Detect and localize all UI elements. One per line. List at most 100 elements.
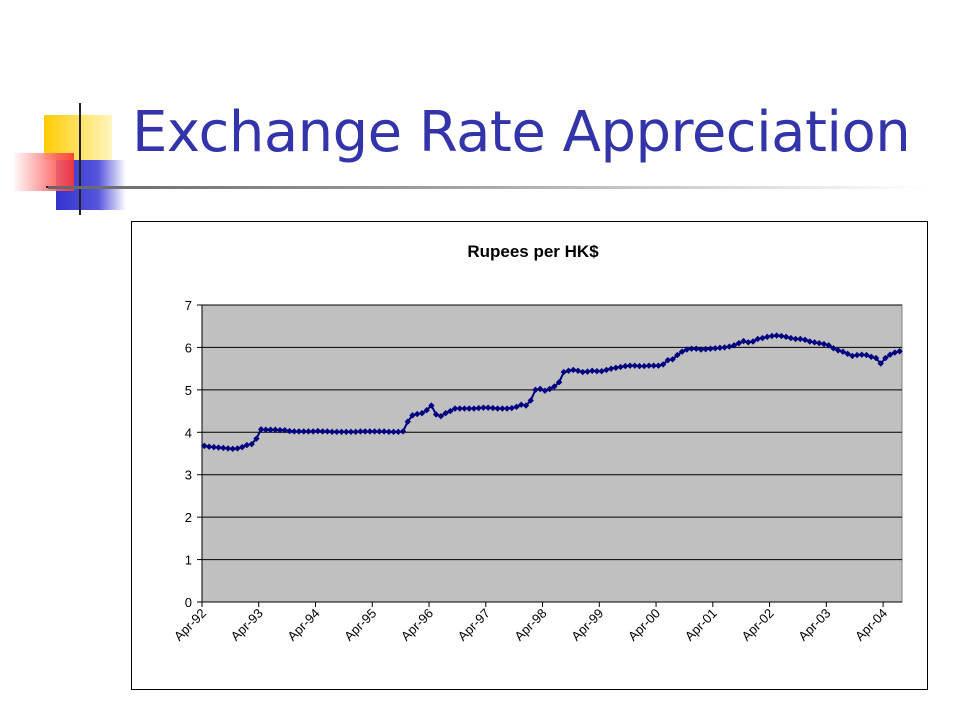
data-point — [291, 428, 298, 435]
data-point — [617, 363, 624, 371]
data-point — [839, 348, 847, 355]
data-point — [820, 340, 828, 348]
data-point — [863, 351, 870, 359]
data-point — [281, 426, 288, 434]
data-point — [328, 428, 336, 436]
data-point — [669, 356, 676, 363]
data-point — [371, 428, 378, 435]
data-point — [693, 345, 700, 352]
data-point — [484, 404, 492, 411]
data-point — [451, 405, 459, 412]
y-tick-label: 1 — [185, 553, 192, 568]
plot-area — [201, 304, 903, 603]
data-point — [470, 405, 478, 412]
data-point — [347, 428, 355, 436]
data-point — [286, 427, 293, 435]
data-point — [759, 334, 766, 342]
data-point — [626, 362, 634, 369]
data-point — [376, 428, 383, 435]
data-point — [333, 428, 340, 436]
data-point — [541, 387, 549, 394]
data-point — [716, 344, 724, 352]
data-point — [253, 435, 260, 442]
data-point — [503, 405, 511, 412]
data-point — [589, 367, 596, 374]
data-point — [461, 405, 468, 412]
data-point — [442, 409, 449, 417]
data-point — [229, 445, 236, 453]
data-point — [428, 402, 435, 409]
data-point — [749, 338, 757, 345]
data-point — [787, 334, 795, 342]
data-point — [641, 362, 648, 370]
data-point — [877, 360, 884, 367]
data-point — [603, 366, 610, 374]
data-point — [726, 343, 733, 350]
data-point — [262, 426, 270, 433]
data-point — [636, 362, 643, 370]
data-point — [257, 426, 265, 433]
data-point — [295, 428, 303, 435]
data-point — [380, 428, 388, 435]
data-point — [792, 335, 799, 343]
data-point — [655, 362, 662, 369]
title-underline — [48, 186, 928, 189]
data-point — [816, 339, 823, 347]
data-point — [555, 379, 563, 386]
data-point — [248, 440, 255, 448]
y-axis: 0 1 2 3 4 5 6 7 — [185, 298, 203, 610]
data-point — [844, 350, 851, 357]
data-point — [740, 337, 747, 345]
data-point — [499, 405, 506, 412]
data-point — [205, 443, 213, 450]
data-point — [352, 428, 359, 436]
data-point — [546, 385, 553, 393]
data-point — [395, 428, 402, 436]
data-point — [674, 351, 681, 359]
data-point — [390, 428, 397, 436]
data-point — [853, 351, 861, 359]
data-point — [366, 428, 374, 435]
data-point — [565, 367, 572, 374]
y-tick-label: 4 — [185, 425, 192, 440]
data-point — [707, 345, 714, 352]
data-point — [801, 336, 809, 343]
data-point — [437, 412, 445, 420]
data-point — [215, 444, 222, 451]
data-point — [868, 353, 875, 360]
data-point — [224, 445, 232, 452]
data-point — [305, 428, 312, 435]
data-point — [834, 347, 842, 354]
data-point — [825, 342, 832, 349]
data-point — [711, 345, 719, 352]
data-point — [267, 426, 274, 433]
data-point — [697, 346, 705, 353]
data-point — [896, 348, 903, 355]
data-point — [338, 428, 345, 436]
data-point — [872, 354, 880, 362]
data-point — [466, 405, 473, 412]
data-point — [745, 339, 752, 346]
data-point — [201, 442, 208, 450]
data-point — [773, 332, 780, 339]
y-tick-label: 5 — [185, 383, 192, 398]
data-point — [314, 427, 322, 435]
data-point — [735, 339, 743, 347]
data-point — [447, 407, 454, 415]
data-point — [508, 404, 515, 412]
data-point — [612, 364, 620, 371]
data-point — [414, 410, 421, 418]
data-point — [702, 345, 709, 353]
data-point — [778, 332, 785, 340]
data-point — [730, 342, 738, 349]
data-point — [764, 333, 771, 341]
data-point — [343, 428, 350, 436]
deco-red-square — [12, 153, 74, 191]
data-point — [399, 428, 407, 435]
data-point — [768, 332, 776, 340]
data-point — [272, 426, 279, 433]
data-point — [357, 428, 364, 435]
data-point — [886, 351, 894, 358]
data-point — [385, 428, 393, 436]
